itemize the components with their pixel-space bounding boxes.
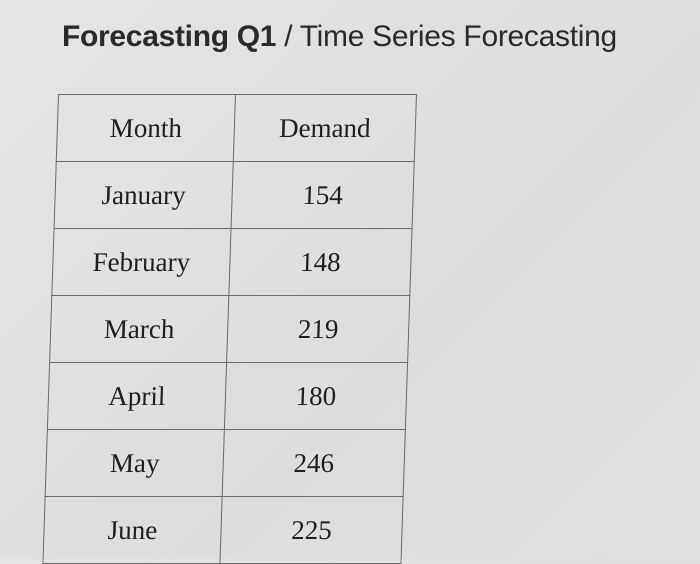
- demand-cell: 219: [226, 295, 410, 363]
- demand-cell: 246: [222, 429, 406, 497]
- demand-table: Month Demand January 154 February 148 Marc…: [42, 94, 417, 564]
- month-cell: June: [42, 496, 223, 564]
- title-bold: Forecasting Q1: [62, 20, 277, 53]
- demand-cell: 225: [219, 496, 404, 564]
- table-row: April 180: [47, 362, 408, 430]
- title-rest: / Time Series Forecasting: [276, 20, 617, 53]
- month-cell: May: [45, 429, 225, 497]
- table-row: January 154: [54, 161, 415, 229]
- table-row: February 148: [51, 228, 413, 296]
- demand-cell: 180: [224, 362, 408, 430]
- table-header-row: Month Demand: [56, 94, 417, 162]
- page-title: Forecasting Q1 / Time Series Forecasting: [62, 20, 617, 54]
- table-row: May 246: [45, 429, 406, 497]
- demand-cell: 148: [228, 228, 413, 296]
- month-cell: February: [51, 228, 232, 296]
- month-cell: April: [47, 362, 227, 430]
- month-cell: March: [49, 295, 229, 363]
- table-row: March 219: [49, 295, 410, 363]
- demand-cell: 154: [231, 161, 415, 229]
- table-row: June 225: [42, 496, 404, 564]
- header-month: Month: [56, 94, 236, 162]
- header-demand: Demand: [233, 94, 417, 162]
- month-cell: January: [54, 161, 234, 229]
